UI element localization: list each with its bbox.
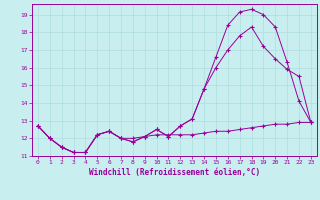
X-axis label: Windchill (Refroidissement éolien,°C): Windchill (Refroidissement éolien,°C) — [89, 168, 260, 177]
